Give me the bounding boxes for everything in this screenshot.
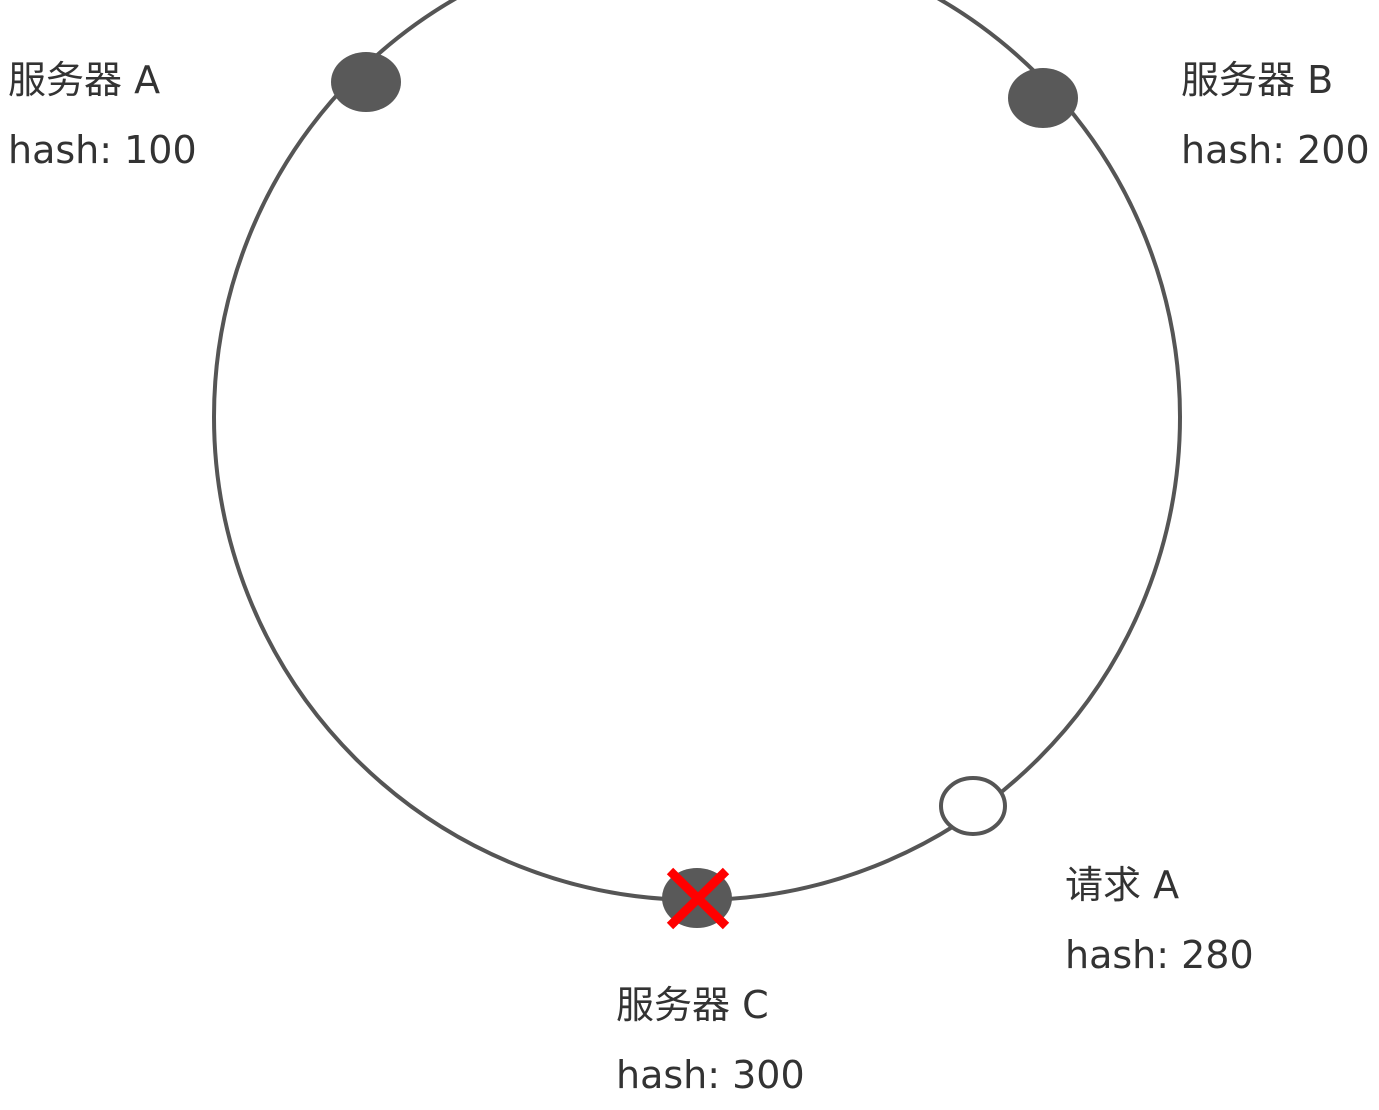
request-a-node [939,776,1007,836]
server-a-label: 服务器 A hash: 100 [8,45,197,185]
server-c-name: 服务器 C [616,983,769,1027]
request-a-label: 请求 A hash: 280 [1065,850,1254,990]
server-b-hash: hash: 200 [1181,128,1370,172]
request-a-hash: hash: 280 [1065,933,1254,977]
server-b-label: 服务器 B hash: 200 [1181,45,1370,185]
hash-ring [212,0,1182,902]
server-c-label: 服务器 C hash: 300 [616,970,805,1110]
server-c-hash: hash: 300 [616,1053,805,1097]
server-a-name: 服务器 A [8,58,161,102]
server-a-node [331,52,401,112]
server-a-hash: hash: 100 [8,128,197,172]
server-b-node [1008,68,1078,128]
server-b-name: 服务器 B [1181,58,1334,102]
request-a-name: 请求 A [1065,863,1180,907]
failed-x-icon [666,867,730,930]
